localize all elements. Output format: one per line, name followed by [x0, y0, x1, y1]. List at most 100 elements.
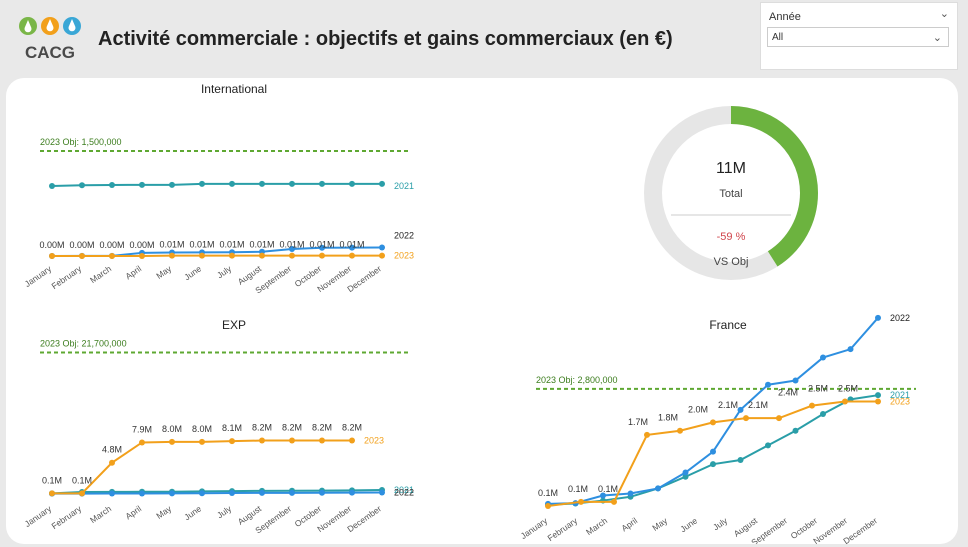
- international-data-label: 0.00M: [129, 240, 154, 250]
- exp-point-2023-9: [319, 437, 325, 444]
- france-data-label: 0.1M: [538, 488, 558, 498]
- exp-point-2023-4: [169, 438, 175, 445]
- international-point-2023-9: [319, 252, 325, 259]
- international-title: International: [201, 82, 267, 96]
- exp-x-tick: July: [215, 503, 234, 520]
- france-point-2022-11: [847, 346, 854, 353]
- exp-data-label: 0.1M: [72, 475, 92, 485]
- france-point-2021-9: [792, 427, 799, 434]
- international-series-label-2022: 2022: [394, 230, 414, 240]
- international-x-tick: February: [50, 263, 84, 291]
- france-point-2021-10: [820, 411, 826, 417]
- international-point-2023-2: [109, 253, 115, 259]
- international-data-label: 0.01M: [249, 240, 274, 250]
- france-series-label-2022: 2022: [890, 314, 910, 323]
- france-point-2021-6: [710, 461, 716, 468]
- year-select-value: All: [772, 32, 784, 43]
- france-data-label: 2.5M: [838, 383, 858, 393]
- international-x-tick: January: [23, 263, 54, 289]
- france-point-2021-12: [875, 392, 881, 399]
- france-data-label: 2.1M: [718, 400, 738, 410]
- exp-point-2022-7: [259, 489, 265, 496]
- international-point-2021-11: [379, 180, 385, 187]
- exp-point-2022-9: [319, 489, 325, 496]
- international-point-2023-6: [229, 252, 235, 259]
- year-select[interactable]: All ⌄: [767, 27, 949, 47]
- page-title: Activité commerciale : objectifs et gain…: [98, 28, 673, 50]
- international-point-2022-10: [349, 244, 355, 251]
- france-point-2023-4: [677, 427, 683, 434]
- france-x-tick: February: [546, 515, 580, 543]
- cacg-logo: CACG: [19, 17, 81, 62]
- france-point-2022-9: [792, 377, 799, 384]
- france-data-label: 1.7M: [628, 417, 648, 427]
- international-x-tick: June: [182, 263, 203, 282]
- exp-point-2023-2: [109, 459, 115, 466]
- exp-data-label: 8.2M: [252, 423, 272, 433]
- international-x-tick: May: [154, 263, 174, 281]
- france-point-2021-5: [682, 473, 689, 480]
- france-x-tick: May: [650, 515, 670, 533]
- exp-point-2023-10: [349, 437, 355, 444]
- exp-series-label-2021: 2021: [394, 485, 414, 495]
- international-point-2022-8: [289, 246, 295, 252]
- international-point-2021-9: [319, 180, 325, 187]
- france-series-label-2023: 2023: [890, 396, 910, 406]
- france-point-2023-6: [743, 415, 749, 422]
- france-point-2023-0: [545, 503, 551, 509]
- international-point-2023-11: [379, 252, 385, 259]
- exp-point-2023-1: [79, 490, 85, 497]
- france-point-2022-12: [875, 314, 881, 321]
- international-point-2023-8: [289, 252, 295, 259]
- exp-x-tick: March: [88, 503, 113, 525]
- international-line-2021: [51, 182, 382, 187]
- international-point-2023-10: [349, 252, 355, 259]
- exp-data-label: 4.8M: [102, 445, 122, 455]
- international-point-2021-2: [109, 181, 115, 188]
- france-point-2021-7: [737, 457, 744, 463]
- international-point-2023-0: [49, 253, 55, 259]
- international-data-label: 0.00M: [69, 240, 94, 250]
- international-point-2021-8: [289, 180, 295, 187]
- year-filter-label: Année: [769, 11, 801, 23]
- international-data-label: 0.01M: [159, 240, 184, 250]
- exp-line-2022: [51, 491, 383, 495]
- exp-x-tick: January: [23, 503, 54, 529]
- collapse-chevron-icon[interactable]: ⌄: [939, 8, 949, 20]
- exp-data-label: 8.2M: [312, 423, 332, 433]
- exp-data-label: 8.0M: [162, 424, 182, 434]
- exp-point-2022-11: [379, 489, 385, 496]
- exp-data-label: 8.2M: [282, 423, 302, 433]
- international-x-tick: March: [88, 263, 113, 285]
- france-point-2022-3: [627, 490, 634, 497]
- france-point-2023-7: [776, 415, 782, 422]
- france-point-2023-3: [644, 431, 650, 438]
- international-x-tick: December: [345, 263, 383, 294]
- international-point-2023-1: [79, 253, 85, 259]
- france-point-2023-5: [710, 419, 716, 426]
- exp-point-2022-10: [349, 489, 355, 496]
- exp-point-2023-3: [139, 439, 145, 446]
- international-data-label: 0.01M: [279, 240, 304, 250]
- france-point-2023-8: [809, 402, 815, 409]
- exp-data-label: 8.0M: [192, 424, 212, 434]
- chevron-down-icon: ⌄: [932, 32, 942, 44]
- international-point-2021-7: [259, 180, 265, 187]
- international-point-2021-3: [139, 181, 145, 188]
- exp-data-label: 8.1M: [222, 423, 242, 433]
- exp-point-2022-2: [109, 490, 115, 497]
- international-data-label: 0.00M: [39, 240, 64, 250]
- donut-delta-label: VS Obj: [714, 256, 749, 268]
- international-point-2023-3: [139, 253, 145, 259]
- france-point-2021-8: [765, 442, 771, 449]
- france-x-tick: January: [519, 515, 550, 541]
- dashboard-panel: International 2023 Obj: 1,500,000 2021 2022…: [6, 78, 958, 544]
- france-data-label: 0.1M: [568, 484, 588, 494]
- france-data-label: 2.4M: [778, 388, 798, 398]
- logo-text: CACG: [25, 43, 75, 62]
- international-point-2023-4: [169, 252, 175, 259]
- international-point-2022-11: [379, 244, 385, 251]
- france-title: France: [709, 318, 747, 332]
- exp-line-2021: [51, 488, 383, 495]
